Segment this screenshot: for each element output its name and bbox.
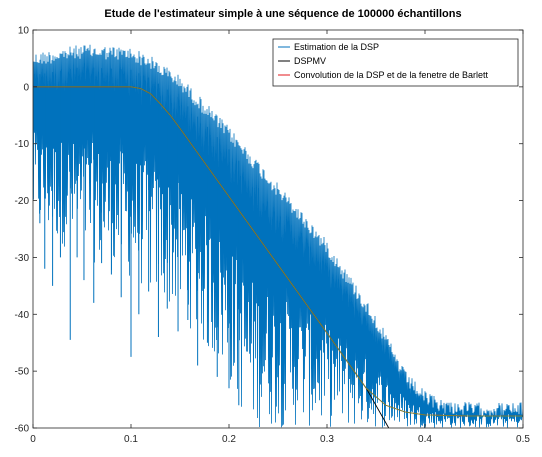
plot-area [33,44,523,428]
legend[interactable]: Estimation de la DSP DSPMV Convolution de … [272,38,519,87]
y-tick-label: 10 [18,26,30,37]
legend-box [272,38,519,87]
series-line-dsp-estimation [33,44,523,428]
chart-title: Etude de l'estimateur simple à une séque… [104,8,461,20]
x-axis: 0 0.1 0.2 0.3 0.4 0.5 [30,30,530,445]
legend-entry: DSPMV [294,56,326,66]
y-tick-label: -40 [15,310,30,321]
y-tick-label: -60 [15,424,30,435]
x-tick-label: 0.2 [222,434,236,445]
y-tick-label: -30 [15,253,30,264]
series-spikes-dsp-estimation [39,67,240,406]
series-line-3 [33,86,523,417]
x-tick-label: 0.5 [516,434,530,445]
axes-box [32,29,524,429]
legend-entry: Estimation de la DSP [294,42,379,52]
y-tick-label: 0 [23,82,29,93]
y-tick-label: -50 [15,367,30,378]
legend-entry: Convolution de la DSP et de la fenetre d… [294,70,488,80]
x-tick-label: 0.1 [124,434,138,445]
y-tick-label: -10 [15,139,30,150]
x-tick-label: 0 [30,434,36,445]
x-tick-label: 0.4 [418,434,432,445]
y-tick-label: -20 [15,196,30,207]
y-axis: 10 0 -10 -20 -30 -40 -50 -60 [15,26,523,435]
x-tick-label: 0.3 [320,434,334,445]
